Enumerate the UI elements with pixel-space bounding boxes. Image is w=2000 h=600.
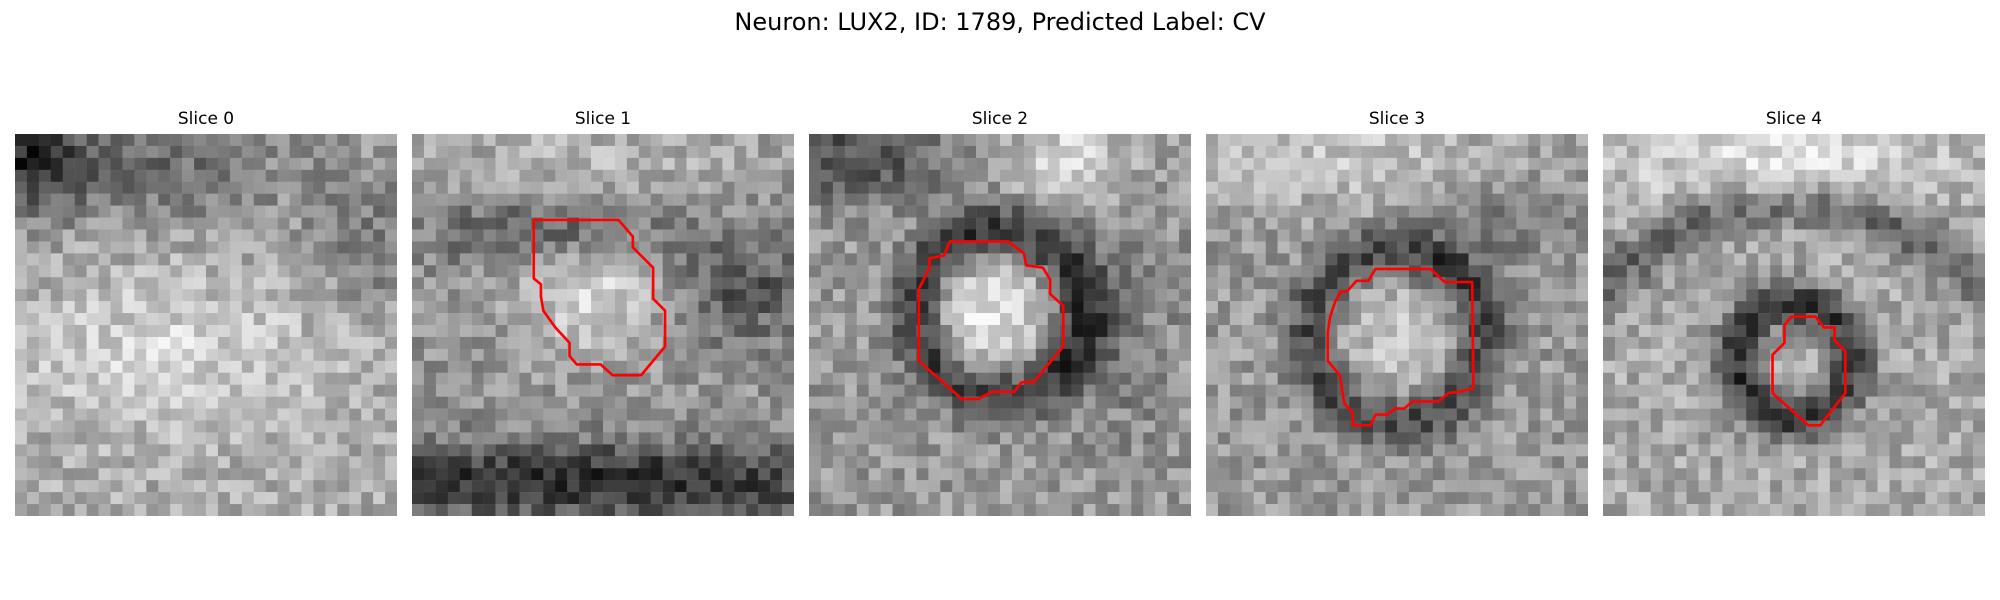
slice-4-pixels [1603, 134, 1985, 516]
slice-2-pixels [809, 134, 1191, 516]
slice-2-title: Slice 2 [971, 109, 1029, 129]
slice-1-image [412, 134, 794, 516]
slice-2-contour [917, 240, 1065, 401]
slice-4-image [1603, 134, 1985, 516]
slice-1-pixels [412, 134, 794, 516]
slice-2-image [809, 134, 1191, 516]
slice-1-title: Slice 1 [574, 109, 632, 129]
slice-3-image [1206, 134, 1588, 516]
slice-4-contour [1771, 315, 1847, 427]
slice-3-pixels [1206, 134, 1588, 516]
slice-4-title: Slice 4 [1765, 109, 1823, 129]
slice-3-title: Slice 3 [1368, 109, 1426, 129]
slice-0-pixels [15, 134, 397, 516]
slice-0-title: Slice 0 [177, 109, 235, 129]
slice-1-contour [532, 218, 667, 377]
slice-0-image [15, 134, 397, 516]
figure-title: Neuron: LUX2, ID: 1789, Predicted Label:… [734, 8, 1266, 36]
slice-3-contour [1326, 267, 1475, 427]
